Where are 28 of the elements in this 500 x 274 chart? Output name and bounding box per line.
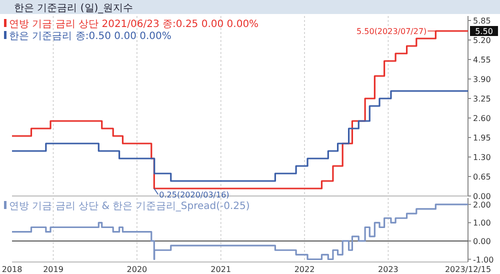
y-tick-label: 2.00 [473, 200, 491, 210]
x-tick-label: 2018 [2, 265, 22, 274]
y-tick-label: 5.20 [473, 36, 491, 45]
y-tick-label: 3.25 [473, 94, 491, 104]
legend-label: 한은 기준금리 종:0.50 0.00 0.00% [9, 31, 172, 42]
legend-label: 연방 기금 금리 상단 & 한은 기준금리_Spread(-0.25) [9, 201, 250, 212]
y-tick-label: 5.85 [473, 16, 491, 26]
annotation: 5.50 [475, 27, 493, 36]
annotation: 5.50(2023/07/27) [356, 27, 427, 36]
y-tick-label: 3.90 [473, 75, 491, 84]
x-tick-label: 2020 [126, 265, 148, 274]
y-tick-label: 0.00 [473, 236, 491, 246]
y-tick-label: 4.55 [473, 56, 491, 64]
x-tick-label: 2021 [210, 265, 232, 274]
x-tick-label: 2022 [294, 265, 315, 274]
chart-title: 한은 기준금리 (일)_원지수 [14, 3, 134, 14]
y-tick-label: -1.00 [473, 255, 494, 264]
y-tick-label: 2.60 [473, 114, 491, 123]
y-tick-label: 1.95 [473, 134, 491, 142]
y-tick-label: 0.65 [473, 172, 491, 182]
y-tick-label: 1.30 [473, 153, 491, 162]
x-tick-label: 2019 [43, 265, 64, 274]
annotation: 0.25(2020/03/16) [159, 190, 230, 200]
y-tick-label: 1.00 [473, 218, 491, 228]
y-tick-label: 0.00 [473, 192, 491, 201]
x-tick-label: 2023/12/15 [444, 265, 492, 274]
x-tick-label: 2023 [378, 265, 398, 274]
legend-label: 연방 기금 금리 상단 2021/06/23 종:0.25 0.00 0.00% [9, 19, 259, 30]
